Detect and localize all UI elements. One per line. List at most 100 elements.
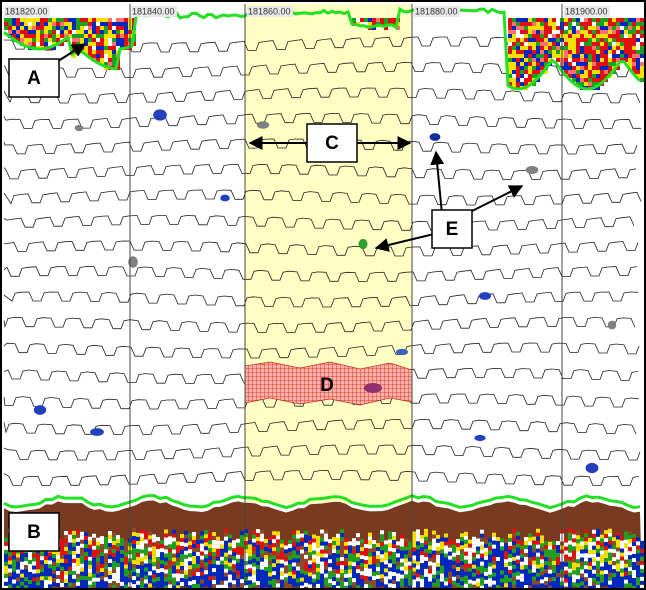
echo-cell (536, 541, 540, 545)
echo-cell (216, 577, 220, 581)
echo-cell (548, 578, 552, 582)
echo-cell (308, 560, 312, 564)
echo-cell (424, 529, 428, 533)
echo-cell (488, 551, 492, 555)
echo-cell (240, 555, 244, 559)
echo-cell (4, 578, 8, 582)
echo-cell (608, 537, 612, 541)
echo-cell (36, 38, 40, 42)
echo-cell (108, 46, 112, 50)
echo-cell (540, 563, 544, 567)
echo-cell (596, 26, 600, 30)
echo-cell (240, 563, 244, 567)
echo-cell (464, 544, 468, 548)
echo-cell (576, 46, 580, 50)
echo-cell (496, 537, 500, 541)
echo-cell (92, 38, 96, 42)
echo-cell (176, 577, 180, 581)
echo-cell (548, 566, 552, 570)
echo-cell (180, 546, 184, 550)
echo-cell (152, 562, 156, 566)
echo-cell (628, 563, 632, 567)
echo-cell (404, 570, 408, 574)
echo-cell (392, 548, 396, 552)
echo-cell (288, 544, 292, 548)
echo-cell (556, 569, 560, 573)
echo-cell (224, 557, 228, 561)
echo-cell (572, 530, 576, 534)
echo-cell (364, 568, 368, 572)
echo-cell (488, 571, 492, 575)
echo-cell (120, 558, 124, 562)
echo-cell (596, 541, 600, 545)
echo-cell (136, 549, 140, 553)
echo-cell (612, 541, 616, 545)
echo-cell (140, 566, 144, 570)
echo-cell (156, 581, 160, 585)
echo-cell (148, 583, 152, 587)
echo-cell (564, 575, 568, 579)
echo-cell (596, 533, 600, 537)
echo-cell (160, 564, 164, 568)
echo-cell (608, 533, 612, 537)
echo-cell (124, 26, 128, 30)
echo-cell (44, 576, 48, 580)
echo-cell (576, 78, 580, 82)
echo-cell (208, 552, 212, 556)
echo-cell (636, 54, 640, 58)
echo-cell (96, 18, 100, 22)
echo-cell (204, 582, 208, 586)
echo-cell (60, 567, 64, 571)
echo-cell (36, 581, 40, 585)
echo-cell (28, 564, 32, 568)
echo-cell (596, 557, 600, 561)
echo-cell (408, 582, 412, 586)
echo-cell (556, 573, 560, 577)
echo-cell (288, 552, 292, 556)
echo-cell (588, 74, 592, 78)
ruler-label: 181900.00 (565, 6, 608, 16)
echo-cell (160, 568, 164, 572)
echo-cell (608, 42, 612, 46)
echo-cell (92, 30, 96, 34)
echo-cell (104, 565, 108, 569)
echo-cell (412, 572, 416, 576)
echo-cell (460, 581, 464, 585)
echo-cell (588, 62, 592, 66)
echo-cell (432, 539, 436, 543)
echo-cell (192, 556, 196, 560)
echo-cell (192, 580, 196, 584)
ruler-label: 181840.00 (132, 6, 175, 16)
echo-cell (236, 583, 240, 587)
echo-cell (380, 574, 384, 578)
echo-cell (224, 577, 228, 581)
echo-cell (184, 571, 188, 575)
echo-cell (576, 30, 580, 34)
echo-cell (272, 535, 276, 539)
echo-cell (544, 553, 548, 557)
echo-cell (112, 30, 116, 34)
echo-cell (136, 573, 140, 577)
echo-cell (524, 62, 528, 66)
echo-cell (112, 549, 116, 553)
echo-cell (80, 18, 84, 22)
echo-cell (184, 555, 188, 559)
echo-cell (160, 548, 164, 552)
echo-cell (540, 26, 544, 30)
echo-cell (552, 46, 556, 50)
echo-cell (132, 564, 136, 568)
echo-cell (320, 542, 324, 546)
echo-cell (316, 568, 320, 572)
echo-cell (628, 567, 632, 571)
echo-cell (412, 564, 416, 568)
echo-cell (556, 30, 560, 34)
echo-cell (564, 34, 568, 38)
echo-cell (448, 548, 452, 552)
echo-cell (556, 545, 560, 549)
echo-cell (300, 578, 304, 582)
echo-cell (100, 544, 104, 548)
echo-cell (392, 540, 396, 544)
echo-cell (576, 543, 580, 547)
echo-cell (396, 549, 400, 553)
echo-cell (404, 542, 408, 546)
